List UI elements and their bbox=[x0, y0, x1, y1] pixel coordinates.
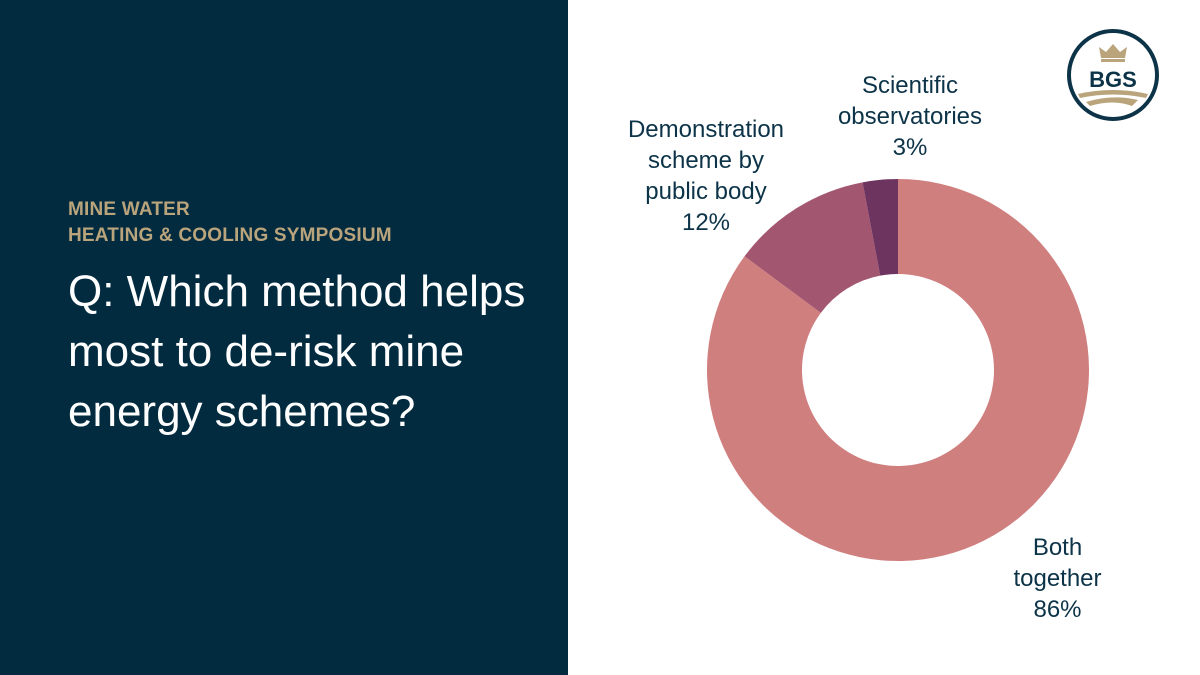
label-line: Both bbox=[1032, 534, 1083, 561]
label-line: Demonstration bbox=[627, 116, 785, 143]
label-scientific: Scientific observatories 3% bbox=[820, 70, 1000, 163]
event-name: MINE WATER HEATING & COOLING SYMPOSIUM bbox=[68, 197, 392, 249]
label-line: Scientific bbox=[861, 72, 959, 99]
donut-chart bbox=[707, 179, 1089, 561]
logo-wave bbox=[1086, 97, 1138, 106]
label-line: scheme by bbox=[647, 147, 765, 174]
donut-slice-both-together bbox=[707, 179, 1089, 561]
crown-icon bbox=[1099, 44, 1127, 58]
title-panel: MINE WATER HEATING & COOLING SYMPOSIUM Q… bbox=[0, 0, 568, 675]
logo-text: BGS bbox=[1089, 67, 1137, 92]
logo-wave bbox=[1078, 90, 1148, 98]
crown-base bbox=[1101, 59, 1125, 62]
label-value: 3% bbox=[892, 134, 928, 161]
bgs-logo: BGS bbox=[1067, 29, 1159, 121]
event-name-line2: HEATING & COOLING SYMPOSIUM bbox=[68, 225, 392, 246]
label-demonstration: Demonstration scheme by public body 12% bbox=[608, 114, 804, 238]
label-value: 12% bbox=[681, 209, 731, 236]
logo-ring bbox=[1067, 29, 1159, 121]
donut-slice-scientific-observatories bbox=[862, 179, 898, 276]
event-name-line1: MINE WATER bbox=[68, 199, 190, 220]
label-line: public body bbox=[645, 178, 767, 205]
label-both-together: Both together 86% bbox=[1000, 532, 1115, 625]
label-line: together bbox=[1013, 565, 1102, 592]
question-title: Q: Which method helps most to de-risk mi… bbox=[68, 267, 526, 436]
label-value: 86% bbox=[1033, 596, 1082, 623]
donut-slice-demonstration-scheme-by-public-body bbox=[744, 182, 881, 313]
label-line: observatories bbox=[837, 103, 983, 130]
